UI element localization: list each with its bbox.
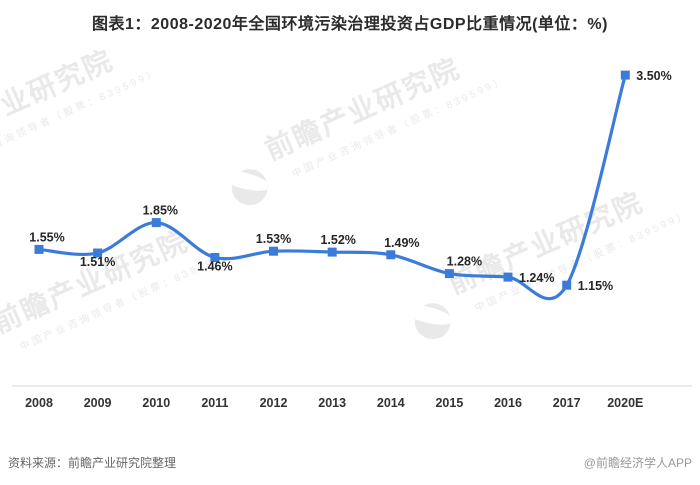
data-point-label-2008: 1.55% bbox=[29, 230, 64, 244]
data-point-label-2015: 1.28% bbox=[447, 255, 482, 269]
data-point-label-2014: 1.49% bbox=[384, 236, 419, 250]
data-point-marker-2013 bbox=[327, 247, 337, 257]
data-point-label-2013: 1.52% bbox=[320, 233, 355, 247]
data-point-marker-2011 bbox=[210, 253, 220, 262]
source-note: 资料来源：前瞻产业研究院整理 bbox=[8, 456, 177, 470]
x-tick-label-2017: 2017 bbox=[553, 396, 581, 410]
x-tick-label-2014: 2014 bbox=[377, 396, 405, 410]
data-point-marker-2012 bbox=[269, 246, 278, 256]
data-point-label-2009: 1.51% bbox=[80, 255, 115, 269]
data-point-marker-2008 bbox=[34, 244, 44, 254]
data-point-label-2012: 1.53% bbox=[256, 232, 291, 246]
x-tick-label-2010: 2010 bbox=[142, 396, 170, 410]
data-point-label-2017: 1.15% bbox=[578, 279, 613, 293]
chart-title: 图表1：2008-2020年全国环境污染治理投资占GDP比重情况(单位：%) bbox=[92, 16, 608, 33]
data-point-marker-2017 bbox=[562, 280, 572, 290]
x-tick-label-2012: 2012 bbox=[260, 396, 288, 410]
data-point-label-2011: 1.46% bbox=[197, 260, 232, 274]
x-tick-label-2015: 2015 bbox=[435, 396, 463, 410]
x-tick-label-2016: 2016 bbox=[494, 396, 522, 410]
chart-footer: 资料来源：前瞻产业研究院整理 @前瞻经济学人APP bbox=[0, 454, 700, 471]
series-line bbox=[37, 73, 627, 301]
x-tick-label-2011: 2011 bbox=[201, 396, 228, 410]
x-tick-label-2013: 2013 bbox=[318, 396, 346, 410]
x-tick-label-2008: 2008 bbox=[25, 396, 53, 410]
data-point-label-2010: 1.85% bbox=[143, 204, 178, 218]
x-tick-label-2020E: 2020E bbox=[607, 396, 643, 410]
x-tick-label-2009: 2009 bbox=[84, 396, 112, 410]
data-point-marker-2009 bbox=[93, 248, 103, 258]
data-point-marker-2020E bbox=[620, 70, 630, 80]
data-point-label-2020E: 3.50% bbox=[636, 69, 671, 83]
data-point-marker-2015 bbox=[444, 269, 454, 279]
data-point-marker-2014 bbox=[386, 250, 396, 260]
data-point-marker-2010 bbox=[151, 218, 161, 228]
line-chart: 1.55% 1.51% 1.85% 1.46% 1.53% 1.52% 1.49% 1.28%… bbox=[12, 69, 692, 410]
credit-note: @前瞻经济学人APP bbox=[583, 456, 692, 470]
data-point-marker-2016 bbox=[503, 272, 513, 282]
data-point-label-2016: 1.24% bbox=[519, 271, 554, 285]
